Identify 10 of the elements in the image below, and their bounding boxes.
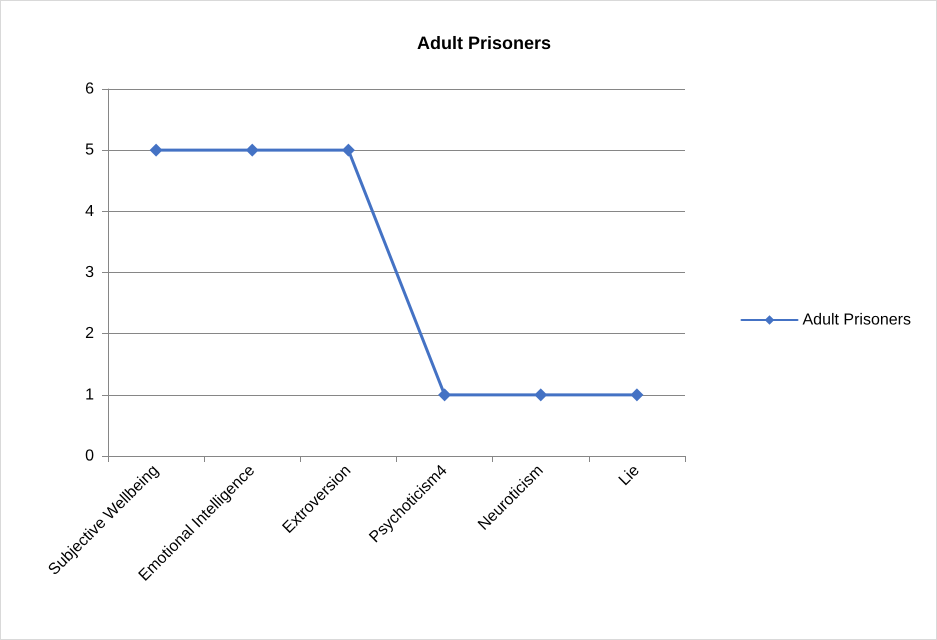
chart-title: Adult Prisoners <box>416 33 552 53</box>
y-tick-label: 4 <box>85 202 94 220</box>
y-tick-label: 5 <box>85 142 94 159</box>
y-tick-label: 6 <box>85 80 94 98</box>
y-tick-label: 2 <box>85 325 94 342</box>
y-tick-label: 3 <box>85 264 94 281</box>
legend-label: Adult Prisoners <box>802 312 912 328</box>
y-tick-label: 0 <box>85 448 94 464</box>
y-tick-label: 1 <box>85 386 94 404</box>
x-tick-label: Lie <box>616 462 643 490</box>
